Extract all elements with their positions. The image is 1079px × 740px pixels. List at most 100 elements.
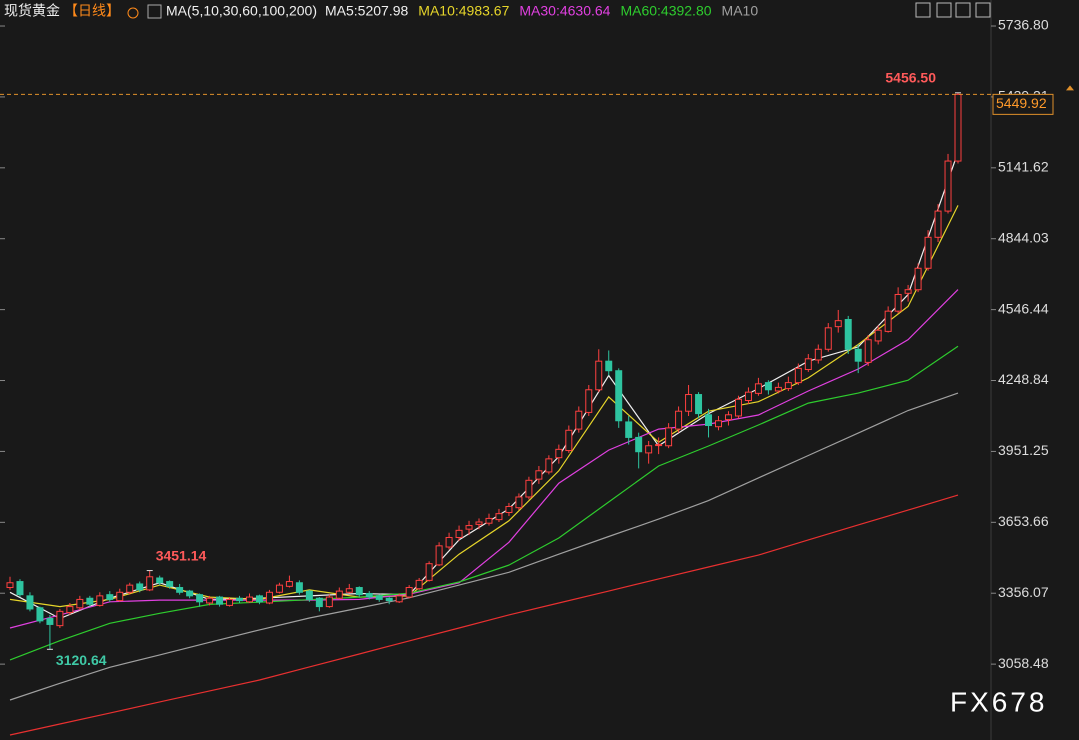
candle-body xyxy=(565,429,573,452)
ma-line xyxy=(9,494,959,736)
indicator: MA(5,10,30,60,100,200) xyxy=(166,3,317,19)
y-tick-label: 3951.25 xyxy=(998,442,1049,458)
candle-body xyxy=(804,358,812,371)
candle-body xyxy=(455,529,463,538)
candle-body xyxy=(46,617,54,625)
candle-body xyxy=(106,594,114,600)
tool-icon[interactable] xyxy=(955,2,971,18)
candle-body xyxy=(675,410,683,430)
period[interactable]: 【日线】 xyxy=(64,3,120,19)
candle-body xyxy=(495,513,503,521)
candle-body xyxy=(36,607,44,622)
candle-body xyxy=(754,383,762,394)
candle-body xyxy=(555,448,563,459)
ma-icon[interactable] xyxy=(147,4,162,19)
candle-body xyxy=(385,597,393,602)
candle-body xyxy=(904,289,912,294)
annotation: 3120.64 xyxy=(56,652,107,668)
candle-body xyxy=(186,590,194,597)
candle-body xyxy=(585,389,593,413)
candle-body xyxy=(914,267,922,291)
legend-entry: MA5:5207.98 xyxy=(325,3,408,19)
candle-body xyxy=(206,597,214,604)
price-box xyxy=(992,93,1054,115)
tool-icon[interactable] xyxy=(915,2,931,18)
candle-body xyxy=(335,590,343,599)
candle-body xyxy=(435,545,443,566)
annotation: 5456.50 xyxy=(885,70,936,86)
candle-body xyxy=(874,329,882,342)
candle-body xyxy=(485,517,493,524)
candle-body xyxy=(665,427,673,447)
candle-body xyxy=(216,596,224,605)
candle-body xyxy=(325,596,333,608)
candle-body xyxy=(844,318,852,350)
candle-body xyxy=(196,594,204,603)
candle-body xyxy=(625,421,633,438)
candle-body xyxy=(645,445,653,454)
candle-body xyxy=(734,398,742,417)
legend-entry: MA10:4983.67 xyxy=(418,3,509,19)
tool-icon[interactable] xyxy=(975,2,991,18)
candle-body xyxy=(6,582,14,589)
candle-body xyxy=(954,93,962,162)
candle-body xyxy=(615,370,623,422)
y-tick-label: 4844.03 xyxy=(998,229,1049,245)
tool-icon[interactable] xyxy=(936,2,952,18)
candle-body xyxy=(425,563,433,581)
candle-body xyxy=(525,479,533,498)
candle-body xyxy=(944,160,952,212)
candle-body xyxy=(794,367,802,384)
candle-body xyxy=(764,382,772,391)
toolbar[interactable] xyxy=(915,2,991,18)
candle-body xyxy=(56,610,64,627)
candle-body xyxy=(16,581,24,596)
candle-body xyxy=(295,582,303,593)
annotation: 3451.14 xyxy=(156,547,207,563)
candle-body xyxy=(854,348,862,362)
candle-body xyxy=(545,458,553,473)
candle-body xyxy=(475,521,483,525)
candle-body xyxy=(146,576,154,591)
settings-icon[interactable] xyxy=(127,7,139,19)
candle-body xyxy=(505,506,513,513)
candle-body xyxy=(26,595,34,610)
price-label: 5449.92 xyxy=(996,95,1047,111)
candle-body xyxy=(884,310,892,332)
y-tick-label: 5141.62 xyxy=(998,159,1049,175)
legend-entry: MA60:4392.80 xyxy=(620,3,711,19)
candle-body xyxy=(784,382,792,390)
candle-body xyxy=(255,595,263,603)
candle-body xyxy=(315,597,323,608)
y-tick-label: 3356.07 xyxy=(998,584,1049,600)
candle-body xyxy=(934,210,942,238)
candle-body xyxy=(86,597,94,605)
candle-body xyxy=(345,588,353,593)
candle-body xyxy=(126,584,134,593)
candle-body xyxy=(156,577,164,584)
candle-body xyxy=(705,414,713,427)
candle-body xyxy=(924,236,932,269)
candle-body xyxy=(864,339,872,363)
candle-body xyxy=(695,394,703,415)
candle-body xyxy=(814,348,822,361)
candle-body xyxy=(724,414,732,421)
candle-body xyxy=(445,536,453,548)
candle-body xyxy=(655,444,663,447)
candle-body xyxy=(136,583,144,591)
chart-title: 现货黄金 xyxy=(4,3,60,19)
watermark: FX678 xyxy=(950,686,1048,717)
candle-body xyxy=(685,394,693,412)
ma-line xyxy=(9,392,959,701)
candle-body xyxy=(515,496,523,509)
y-tick-label: 4546.44 xyxy=(998,300,1049,316)
candle-body xyxy=(535,470,543,480)
ma-line xyxy=(9,345,959,661)
candle-body xyxy=(715,420,722,428)
candle-body xyxy=(236,597,244,602)
candle-body xyxy=(395,595,403,603)
price-arrow xyxy=(1066,85,1074,91)
candle-body xyxy=(275,584,283,593)
